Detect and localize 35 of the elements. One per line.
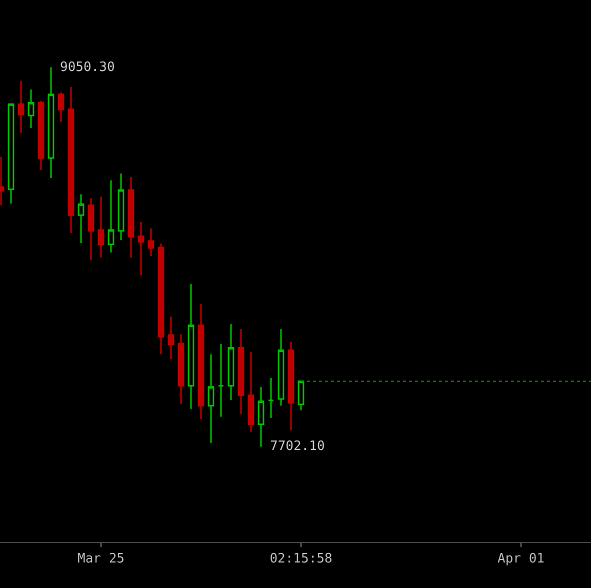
candlestick — [258, 386, 264, 448]
candlestick — [98, 196, 104, 258]
candlestick — [18, 80, 24, 134]
candlestick — [118, 172, 124, 241]
candlestick — [178, 333, 184, 405]
candlestick — [8, 102, 14, 204]
candlestick — [208, 353, 214, 444]
candlestick — [108, 179, 114, 254]
candlestick — [48, 66, 54, 179]
candlestick — [128, 176, 134, 258]
x-tick-label: Apr 01 — [498, 552, 544, 567]
candlestick — [68, 86, 74, 234]
candlestick — [138, 221, 144, 276]
candlestick — [188, 283, 194, 410]
candlestick — [238, 328, 244, 415]
candlestick — [88, 197, 94, 261]
annotation: 9050.30 — [60, 60, 115, 75]
candlestick — [158, 242, 164, 355]
annotation: 7702.10 — [270, 439, 325, 454]
x-tick-label: Mar 25 — [78, 552, 124, 567]
candlestick — [168, 316, 174, 360]
candlestick — [78, 194, 84, 244]
candlestick — [28, 88, 34, 129]
candlestick — [268, 377, 274, 419]
candlestick — [58, 92, 64, 123]
candlestick — [278, 328, 284, 406]
candlestick — [298, 380, 304, 411]
candlestick — [218, 343, 224, 418]
candlestick — [38, 100, 44, 171]
candlestick — [228, 323, 234, 401]
candlestick — [198, 303, 204, 420]
candlestick — [288, 341, 294, 431]
x-tick-label: 02:15:58 — [270, 552, 332, 567]
candlestick — [148, 228, 154, 257]
candlestick — [248, 351, 254, 433]
